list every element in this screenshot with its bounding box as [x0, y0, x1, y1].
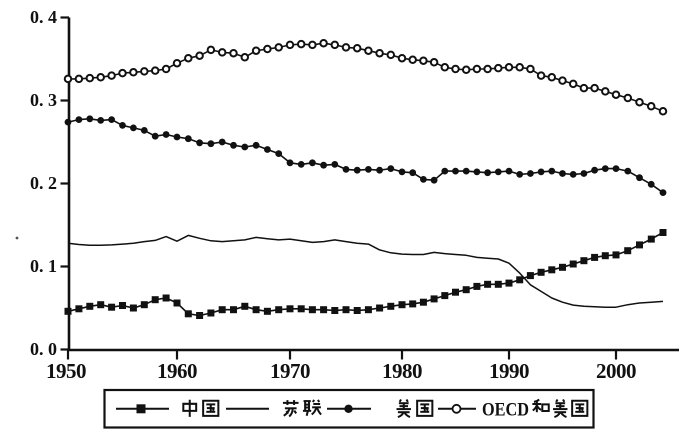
svg-text:1950: 1950	[46, 359, 86, 383]
svg-text:0. 4: 0. 4	[30, 7, 57, 27]
svg-text:1970: 1970	[270, 359, 310, 383]
svg-text:OECD: OECD	[482, 399, 529, 420]
svg-text:0. 1: 0. 1	[30, 256, 57, 276]
svg-text:1990: 1990	[489, 359, 529, 383]
svg-text:0. 0: 0. 0	[30, 339, 57, 359]
svg-text:1960: 1960	[157, 359, 197, 383]
svg-text:0. 3: 0. 3	[30, 90, 57, 110]
svg-text:1980: 1980	[382, 359, 422, 383]
svg-text:0. 2: 0. 2	[30, 173, 57, 193]
svg-text:2000: 2000	[596, 359, 636, 383]
